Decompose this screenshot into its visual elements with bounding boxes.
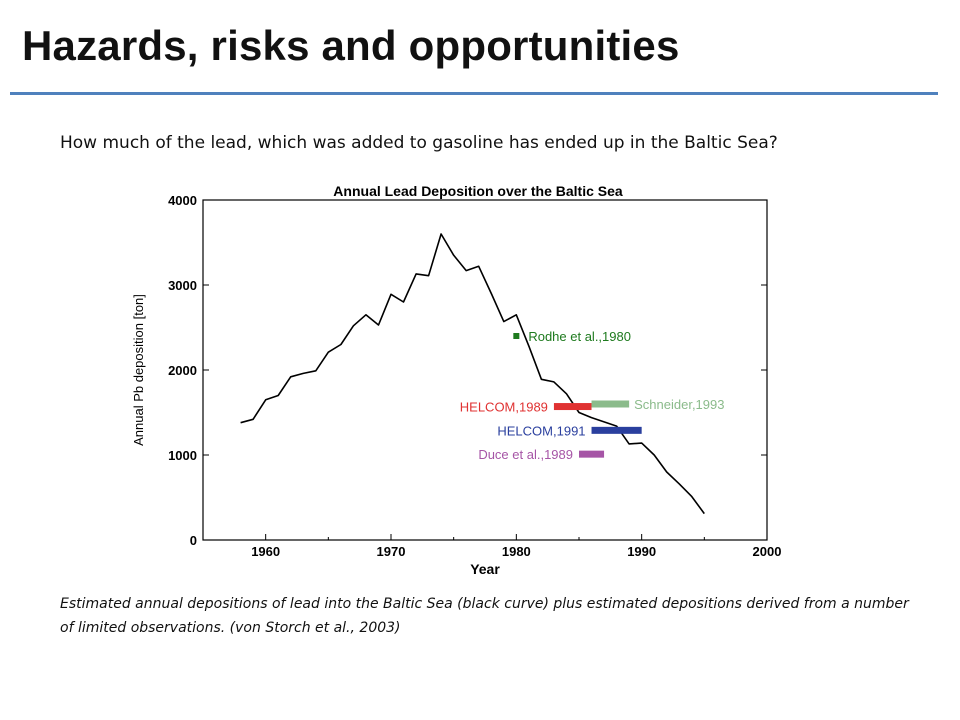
figure-caption: Estimated annual depositions of lead int…: [60, 596, 909, 636]
estimate-label: Rodhe et al.,1980: [528, 329, 631, 344]
estimate-range: [591, 426, 642, 434]
x-axis: 1960 1970 1980 1990 2000: [202, 534, 782, 559]
x-tick-label: 1990: [627, 544, 656, 559]
slide-title: Hazards, risks and opportunities: [22, 22, 680, 69]
estimate-layer: Rodhe et al.,1980 HELCOM,1989 Schneider,19…: [460, 329, 725, 462]
plot-frame: [202, 199, 768, 541]
y-tick-label: 2000: [168, 363, 197, 378]
y-tick-label: 0: [190, 533, 197, 548]
lead-deposition-chart: Annual Lead Deposition over the Baltic S…: [131, 183, 782, 577]
y-tick-label: 3000: [168, 278, 197, 293]
estimate-label: Schneider,1993: [634, 397, 724, 412]
x-tick-label: 2000: [753, 544, 782, 559]
estimate-label: Duce et al.,1989: [478, 447, 573, 462]
estimate-range: [591, 400, 630, 408]
estimate-range: [579, 450, 605, 458]
y-axis-label: Annual Pb deposition [ton]: [131, 294, 146, 446]
y-tick-label: 1000: [168, 448, 197, 463]
estimate-label: HELCOM,1991: [497, 423, 585, 438]
estimate-range: [553, 403, 592, 411]
y-axis: 0 1000 2000 3000 4000: [168, 193, 767, 548]
y-tick-label: 4000: [168, 193, 197, 208]
deposition-line: [240, 233, 705, 515]
x-tick-label: 1970: [377, 544, 406, 559]
series-layer: [240, 233, 705, 515]
question-text: How much of the lead, which was added to…: [60, 133, 778, 153]
estimate-label: HELCOM,1989: [460, 400, 548, 415]
x-tick-label: 1980: [502, 544, 531, 559]
estimate-point: [513, 333, 520, 339]
title-underline: [10, 92, 938, 95]
chart-title: Annual Lead Deposition over the Baltic S…: [333, 183, 623, 199]
x-axis-label: Year: [470, 561, 500, 577]
x-tick-label: 1960: [251, 544, 280, 559]
